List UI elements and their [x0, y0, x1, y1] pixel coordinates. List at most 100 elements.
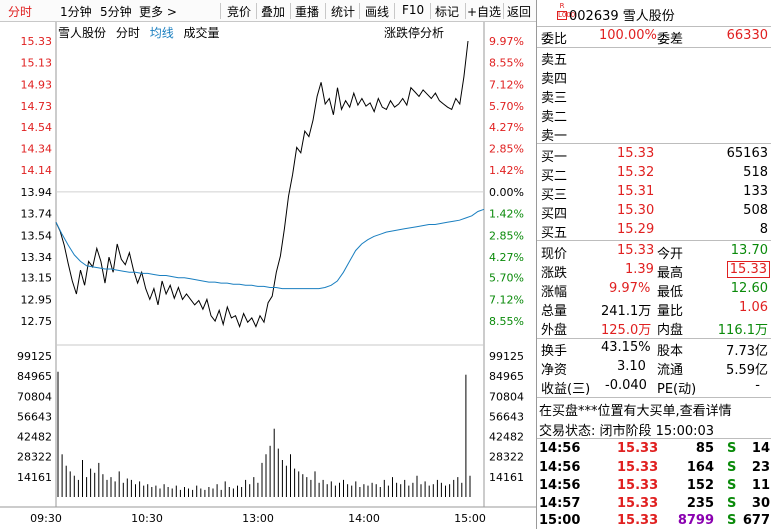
turnover-label: 换手 [541, 344, 568, 359]
add-watchlist-button[interactable]: +自选 [467, 5, 502, 19]
price-tick-label: 14.93 [21, 78, 53, 91]
change-pct-value: 9.97% [609, 281, 651, 296]
tick-row: 14:57 15.33 235 S 30 [537, 495, 771, 514]
tick-count: 11 [751, 478, 770, 493]
avg-line [55, 208, 485, 290]
toolbar-divider [256, 3, 257, 19]
buy-price: 15.30 [617, 203, 655, 218]
buy-price: 15.31 [617, 184, 655, 199]
volume-tick-label: 42482 [17, 431, 52, 444]
tick-count: 14 [751, 441, 770, 456]
tab-5min[interactable]: 5分钟 [100, 5, 132, 19]
buy-volume: 8 [759, 222, 768, 237]
stats-row: 外盘 125.0万 内盘 116.1万 [537, 318, 771, 338]
bidding-button[interactable]: 竞价 [227, 5, 252, 19]
buy-label: 买三 [541, 188, 568, 203]
order-diff-value: 66330 [726, 28, 768, 43]
tick-price: 15.33 [617, 478, 659, 493]
stats-row: 收益(三) -0.040 PE(动) - [537, 377, 771, 397]
tick-side: S [727, 478, 737, 493]
replay-button[interactable]: 重播 [295, 5, 320, 19]
stats-row: 总量 241.1万 量比 1.06 [537, 299, 771, 319]
tick-side: S [727, 496, 737, 511]
inner-volume-label: 内盘 [657, 323, 684, 338]
inner-volume-value: 116.1万 [717, 323, 768, 338]
tick-count: 23 [751, 460, 770, 475]
f10-button[interactable]: F10 [402, 3, 425, 17]
volume-tick-label: 42482 [489, 431, 524, 444]
price-tick-label: 12.95 [21, 293, 53, 306]
buy-level-row[interactable]: 买一 15.33 65163 [537, 145, 771, 165]
toolbar-divider [430, 3, 431, 19]
quote-panel: R L000 002639 雪人股份 委比 100.00% 委差 66330 卖… [536, 0, 771, 529]
chart-toolbar: 分时 1分钟 5分钟 更多 > 竞价 叠加 重播 统计 画线 F10 标记 +自… [0, 0, 536, 22]
pe-value: - [755, 378, 760, 393]
draw-line-button[interactable]: 画线 [365, 5, 390, 19]
statistics-button[interactable]: 统计 [331, 5, 356, 19]
total-shares-value: 7.73亿 [726, 344, 768, 359]
sell-level-row: 卖三 [537, 86, 771, 106]
tick-time: 14:56 [539, 478, 581, 493]
stats-row: 涨跌 1.39 最高 15.33 [537, 261, 771, 281]
tab-more[interactable]: 更多 > [139, 5, 177, 19]
stock-name: 雪人股份 [622, 9, 675, 24]
limit-analysis-button[interactable]: 涨跌停分析 [384, 26, 445, 40]
last-price-value: 15.33 [617, 243, 655, 258]
legend-mode: 分时 [115, 26, 140, 40]
sell-label: 卖五 [541, 53, 568, 68]
toolbar-divider [359, 3, 360, 19]
change-pct-label: 涨幅 [541, 285, 568, 300]
big-order-notice[interactable]: 在买盘***位置有大买单,查看详情 [537, 399, 771, 419]
order-ratio-value: 100.00% [599, 28, 657, 43]
volume-label: 总量 [541, 304, 568, 319]
stock-code: 002639 [569, 9, 619, 24]
order-diff-label: 委差 [657, 32, 684, 47]
sell-label: 卖二 [541, 110, 568, 125]
sell-label: 卖四 [541, 72, 568, 87]
buy-level-row[interactable]: 买三 15.31 133 [537, 183, 771, 203]
buy-volume: 133 [743, 184, 768, 199]
volume-tick-label: 99125 [489, 350, 524, 363]
high-value: 15.33 [726, 261, 770, 278]
order-ratio-label: 委比 [541, 32, 568, 47]
total-shares-label: 股本 [657, 344, 684, 359]
buy-label: 买一 [541, 150, 568, 165]
toolbar-divider [290, 3, 291, 19]
pct-tick-label: 8.55% [489, 57, 524, 70]
high-label: 最高 [657, 266, 684, 281]
buy-level-row[interactable]: 买四 15.30 508 [537, 202, 771, 222]
pct-tick-label: 5.70% [489, 272, 524, 285]
tick-time: 14:56 [539, 441, 581, 456]
trade-status: 交易状态: 闭市阶段 15:00:03 [539, 424, 715, 439]
divider [537, 143, 771, 144]
badge-top: R [559, 2, 565, 10]
toolbar-divider [503, 3, 504, 19]
time-tick-label: 14:00 [348, 512, 380, 525]
back-button[interactable]: 返回 [507, 5, 532, 19]
low-label: 最低 [657, 285, 684, 300]
pct-tick-label: 5.70% [489, 100, 524, 113]
mark-button[interactable]: 标记 [435, 5, 460, 19]
legend-avg-line: 均线 [149, 26, 174, 40]
buy-label: 买四 [541, 207, 568, 222]
turnover-value: 43.15% [601, 340, 651, 355]
eps-label: 收益(三) [541, 382, 591, 397]
buy-level-row[interactable]: 买五 15.29 8 [537, 221, 771, 241]
chart-canvas[interactable]: 15.33 9.97% 15.13 8.55% 14.93 7.12% 14.73 5.70%… [0, 22, 536, 529]
open-label: 今开 [657, 247, 684, 262]
volume-tick-label: 70804 [17, 390, 52, 403]
pct-tick-label: 9.97% [489, 35, 524, 48]
tick-price: 15.33 [617, 441, 659, 456]
tick-time: 15:00 [539, 513, 581, 528]
price-tick-label: 14.14 [21, 164, 53, 177]
buy-level-row[interactable]: 买二 15.32 518 [537, 164, 771, 184]
tab-intraday[interactable]: 分时 [8, 5, 33, 19]
price-tick-label: 13.94 [21, 186, 53, 199]
price-tick-label: 12.75 [21, 315, 53, 328]
tab-1min[interactable]: 1分钟 [60, 5, 92, 19]
overlay-button[interactable]: 叠加 [261, 5, 286, 19]
tick-row: 14:56 15.33 152 S 11 [537, 477, 771, 496]
intraday-chart[interactable]: 15.33 9.97% 15.13 8.55% 14.93 7.12% 14.73 5.70%… [0, 22, 536, 529]
sell-label: 卖三 [541, 91, 568, 106]
pct-tick-label: 1.42% [489, 208, 524, 221]
